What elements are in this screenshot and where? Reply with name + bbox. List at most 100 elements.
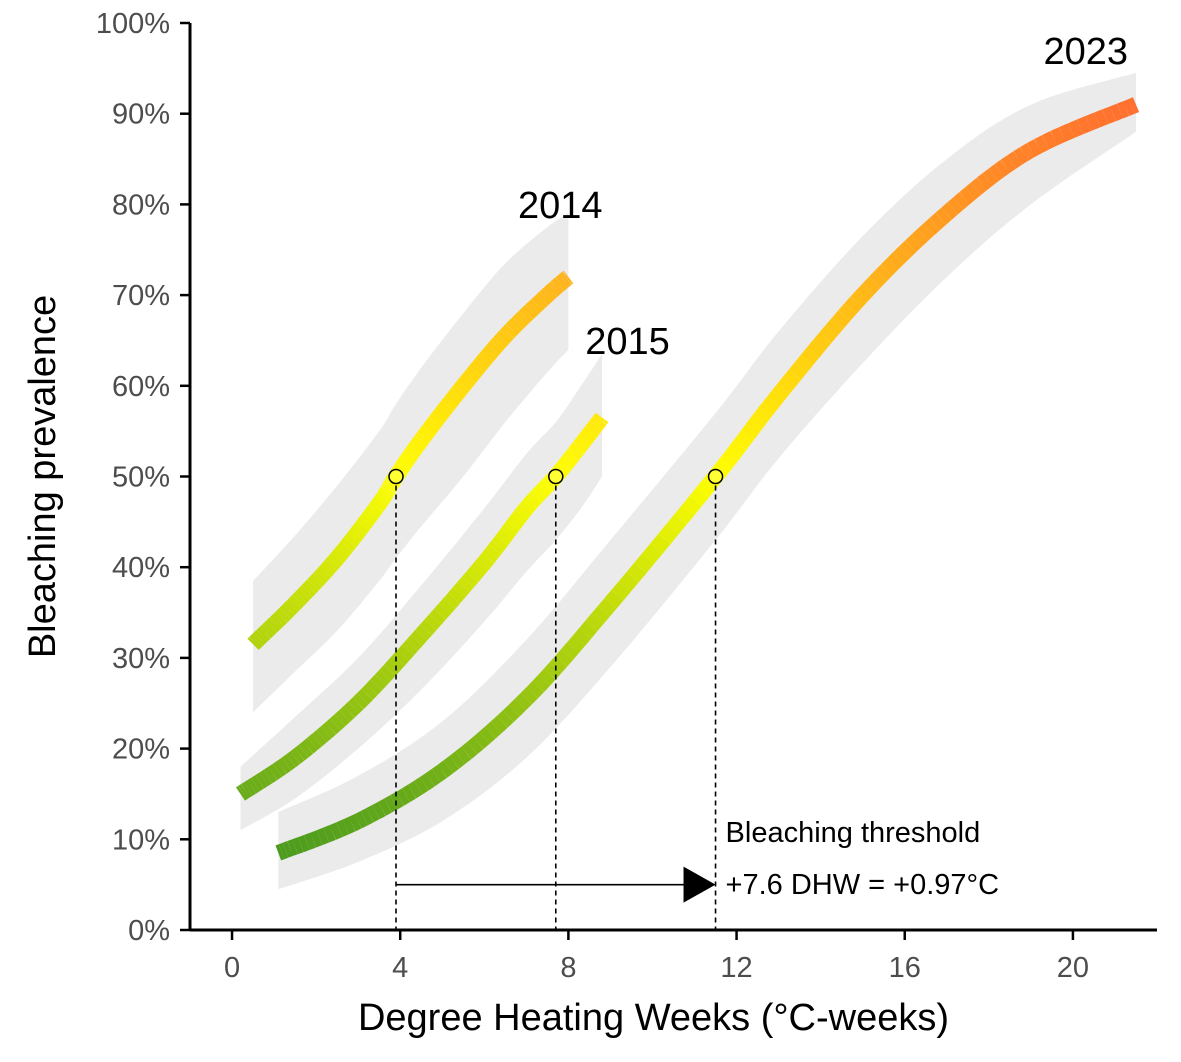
curve-segment [279,604,295,619]
curve-segment [307,733,323,750]
curve-segment [556,275,569,289]
curve-segment [277,757,292,774]
curve-segment [249,634,263,649]
curve-segment [415,624,432,641]
curve-segment [374,494,390,506]
curve-segment [425,417,442,431]
curve-segment [490,715,508,734]
curve-segment [253,629,268,645]
curve-segment [311,730,327,747]
curve-segment [1007,151,1023,169]
curve-segment [560,272,572,286]
curve-segment [467,736,484,755]
curve-segment [262,620,277,636]
curve-segment [397,645,414,661]
curve-segment [457,377,473,391]
curve-segment [534,293,548,309]
curve-segment [413,777,429,795]
curve-segment [579,431,595,443]
y-tick-label: 30% [112,643,170,675]
curve-segment [354,811,368,829]
curve-segment [272,760,287,778]
curve-segment [561,642,579,660]
y-tick-label: 10% [112,824,170,856]
curve-segment [441,396,458,411]
curve-segment [594,412,609,424]
curve-segment [581,428,597,441]
curve-segment [241,782,253,798]
curve-segment [460,373,476,388]
curve-segment [438,598,456,615]
curve-segment [298,741,314,758]
threshold-point-2023 [707,468,724,485]
curve-segment [947,197,964,215]
curve-segment [244,779,257,796]
curve-segment [282,841,293,858]
curve-segment [414,432,431,446]
y-tick-label: 40% [112,552,170,584]
curve-segment [357,688,373,705]
curve-segment [505,320,521,336]
curve-segment [597,598,617,617]
curve-segment [538,481,552,495]
curve-segment [532,487,546,501]
curve-segment [479,726,496,744]
curve-segment [343,701,360,718]
curve-segment [419,619,437,636]
curve-segment [520,687,538,705]
curve-segment [772,383,791,400]
threshold-point-2014 [388,468,404,485]
curve-segment [368,501,384,515]
curve-segment [674,505,695,525]
curve-segment [360,808,374,826]
curve-segment [404,447,420,460]
curve-segment [578,621,598,639]
curve-segment [532,674,550,693]
curve-segment [512,509,528,523]
curve-segment [365,679,383,696]
curve-segment [887,252,905,270]
curve-segment [534,485,548,499]
curve-segment [313,569,328,584]
curve-segment [502,704,520,723]
curve-segment [555,276,567,290]
curve-segment [568,446,583,459]
curve-segment [546,283,560,298]
curve-segment [561,271,573,285]
curve-segment [800,347,820,365]
curve-segment [392,650,410,666]
curve-segment [542,477,556,491]
curve-segment [496,330,512,345]
curve-segment [290,748,305,765]
curve-2014 [247,270,574,650]
curve-segment [1042,131,1058,150]
curve-segment [444,392,461,407]
x-tick-label: 0 [224,952,240,984]
curve-segment [1020,143,1035,161]
curve-segment [381,483,397,493]
curve-segment [1085,112,1101,131]
curve-segment [720,451,738,468]
curve-segment [370,499,386,512]
curve-segment [953,192,970,210]
y-tick-label: 0% [128,915,170,947]
curve-segment [502,323,518,339]
curve-segment [238,784,250,800]
x-tick-label: 16 [889,952,921,984]
y-tick-label: 20% [112,734,170,766]
curve-segment [361,684,378,700]
curve-segment [745,418,763,434]
curve-segment [379,664,396,681]
curve-segment [302,737,318,754]
curve-segment [283,600,298,616]
curve-segment [1094,109,1109,128]
curve-segment [498,528,514,542]
curve-segment [340,537,357,552]
curve-segment [412,435,428,449]
curve-segment [941,202,958,220]
curve-segment [572,628,592,646]
curve-segment [562,270,574,285]
curve-segment [557,459,572,473]
curve-segment [461,741,478,760]
curve-segment [522,304,537,320]
